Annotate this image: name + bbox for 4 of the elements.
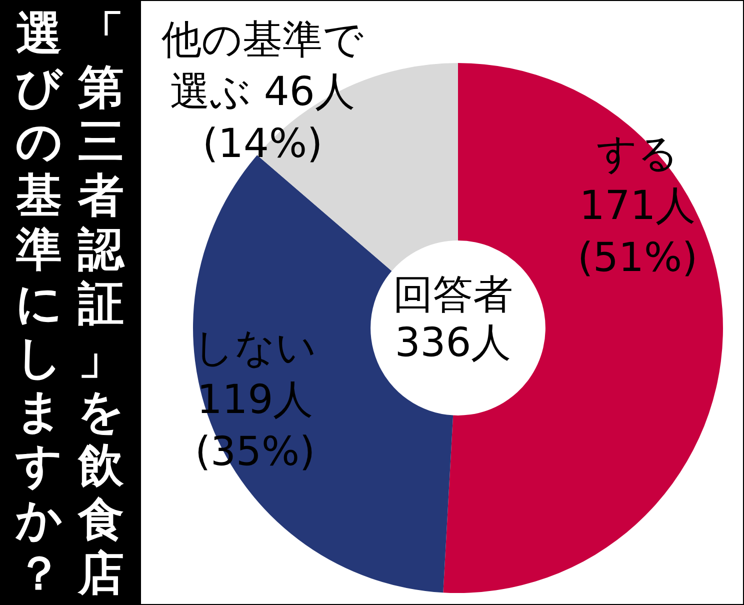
chart-title: 「第三者認証」を飲食店選びの基準にしますか？ — [16, 6, 124, 600]
slice-label: しない — [194, 325, 316, 371]
data-label: 171人 (51%) — [577, 183, 698, 281]
text: 回答者 336人 — [392, 271, 514, 367]
